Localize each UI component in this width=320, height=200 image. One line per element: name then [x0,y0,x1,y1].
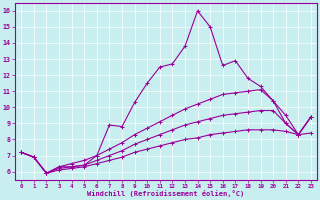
X-axis label: Windchill (Refroidissement éolien,°C): Windchill (Refroidissement éolien,°C) [87,190,245,197]
